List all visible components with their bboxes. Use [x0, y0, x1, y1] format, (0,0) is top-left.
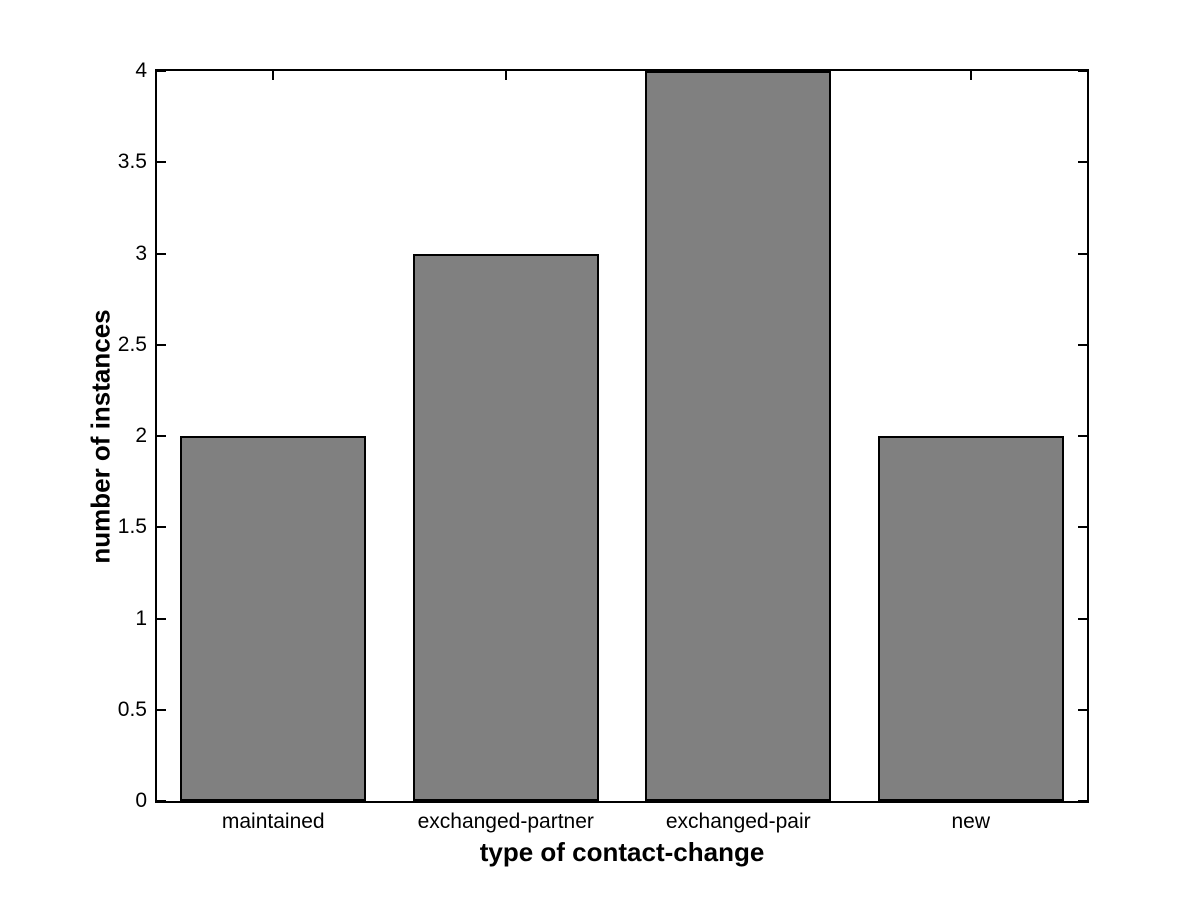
y-tick-mark-right — [1078, 161, 1087, 164]
y-tick-label: 3 — [135, 241, 147, 265]
x-tick-mark-top — [969, 71, 972, 80]
y-tick-mark-left — [157, 435, 166, 437]
y-tick-label: 2 — [135, 424, 147, 447]
y-tick-mark-left — [157, 800, 166, 802]
bar-new — [877, 436, 1064, 801]
y-tick-mark-right — [1078, 435, 1087, 437]
y-tick-mark-right — [1078, 617, 1087, 620]
x-tick-mark-top — [272, 71, 275, 80]
y-tick-mark-left — [157, 252, 166, 255]
y-axis-label-wrap: number of instances — [79, 71, 123, 801]
y-tick-mark-left — [157, 617, 166, 620]
y-tick-label: 4 — [135, 59, 147, 82]
y-tick-mark-right — [1078, 252, 1087, 255]
x-tick-mark-top — [504, 71, 507, 80]
y-tick-mark-left — [157, 161, 166, 164]
y-tick-label: 0 — [135, 789, 147, 812]
y-tick-mark-right — [1078, 800, 1087, 802]
x-axis-label: type of contact-change — [479, 837, 765, 867]
y-tick-label: 2.5 — [117, 332, 147, 356]
y-tick-label: 0.5 — [117, 697, 147, 721]
y-tick-mark-left — [157, 70, 166, 72]
y-tick-label: 3.5 — [117, 150, 147, 174]
y-tick-mark-left — [157, 708, 166, 711]
plot-area: 0 0.5 1 1.5 2 2.5 3 3.5 4 maintained exchanged-par… — [86, 59, 1089, 867]
y-tick-mark-right — [1078, 526, 1087, 529]
x-tick-label-new: new — [951, 810, 991, 833]
x-tick-label-exchanged-partner: exchanged-partner — [417, 810, 594, 833]
y-tick-label: 1 — [135, 606, 147, 630]
y-tick-mark-right — [1078, 343, 1087, 346]
y-tick-mark-left — [157, 526, 166, 529]
y-tick-label: 1.5 — [117, 515, 147, 539]
y-tick-mark-left — [157, 343, 166, 346]
y-tick-mark-right — [1078, 708, 1087, 711]
x-tick-label-maintained: maintained — [221, 810, 325, 833]
x-tick-label-exchanged-pair: exchanged-pair — [665, 810, 811, 833]
bar-exchanged-pair — [645, 71, 832, 801]
bar-exchanged-partner — [412, 253, 599, 801]
y-tick-mark-right — [1078, 70, 1087, 72]
y-axis-label: number of instances — [85, 308, 116, 564]
bar-maintained — [180, 436, 367, 801]
